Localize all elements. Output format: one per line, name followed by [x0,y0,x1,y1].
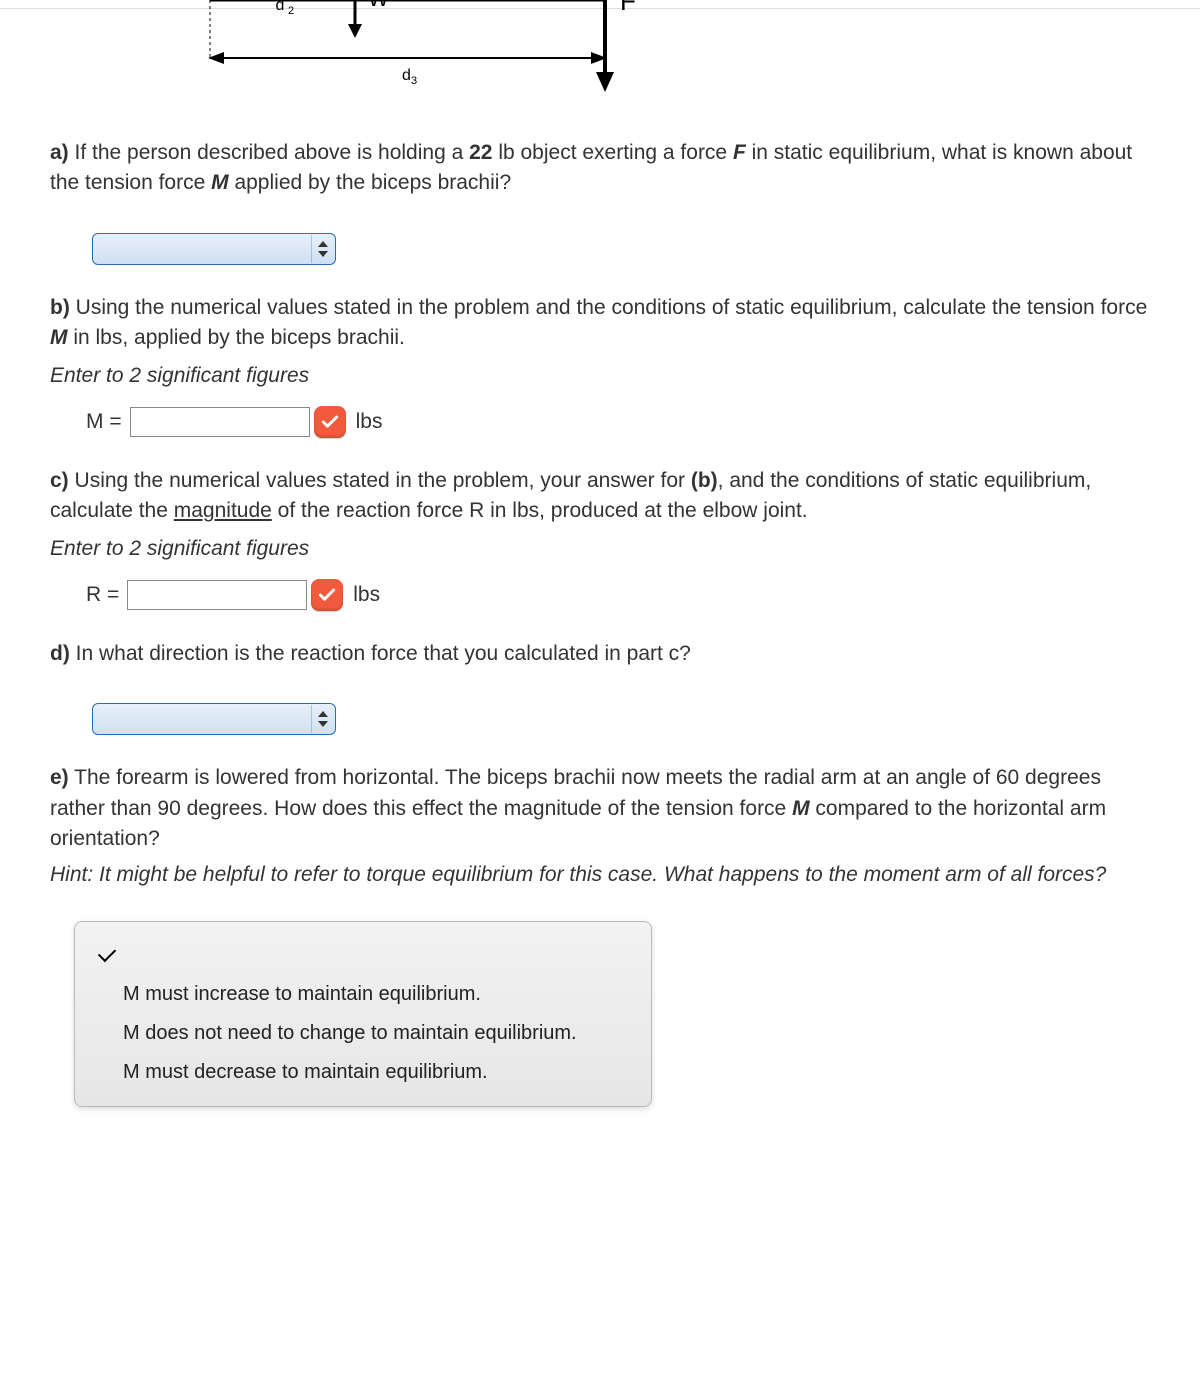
chevron-up-icon [318,711,328,717]
option-decrease[interactable]: M must decrease to maintain equilibrium. [95,1053,631,1092]
question-c-text: c) Using the numerical values stated in … [50,466,1150,527]
label-W: W [368,0,389,11]
var-label-M: M = [86,410,122,434]
option-menu-e[interactable]: M must increase to maintain equilibrium.… [74,921,652,1107]
check-button-M[interactable] [314,406,346,438]
label-F: F [620,0,636,16]
question-a: a) If the person described above is hold… [50,138,1150,265]
forearm-diagram: d 2 W F d 3 [150,0,1150,110]
dropdown-a-spinner[interactable] [311,235,333,263]
hint-e: Hint: It might be helpful to refer to to… [50,860,1150,890]
question-c: c) Using the numerical values stated in … [50,466,1150,611]
question-e-text: e) The forearm is lowered from horizonta… [50,763,1150,854]
check-button-R[interactable] [311,579,343,611]
dropdown-a[interactable] [92,233,336,265]
svg-text:2: 2 [288,5,294,17]
label-d: d) [50,642,70,665]
page-container: d 2 W F d 3 a) If the person described a… [0,0,1200,1175]
checkmark-icon [320,412,340,432]
dropdown-d[interactable] [92,703,336,735]
chevron-up-icon [318,241,328,247]
dropdown-d-spinner[interactable] [311,705,333,733]
diagram-svg: d 2 W F d 3 [150,0,670,110]
question-d-text: d) In what direction is the reaction for… [50,639,1150,669]
label-e: e) [50,766,69,789]
sigfig-b: Enter to 2 significant figures [50,364,1150,388]
question-d: d) In what direction is the reaction for… [50,639,1150,735]
input-row-M: M = lbs [86,406,1150,438]
question-a-text: a) If the person described above is hold… [50,138,1150,199]
input-row-R: R = lbs [86,579,1150,611]
label-d2: d [276,0,285,14]
question-b: b) Using the numerical values stated in … [50,293,1150,438]
label-b: b) [50,296,70,319]
checkmark-icon [317,585,337,605]
unit-R: lbs [353,583,380,607]
label-d3: d [402,67,411,84]
question-b-text: b) Using the numerical values stated in … [50,293,1150,354]
var-label-R: R = [86,583,119,607]
input-R[interactable] [127,580,307,610]
question-e: e) The forearm is lowered from horizonta… [50,763,1150,1107]
chevron-down-icon [318,251,328,257]
option-nochange[interactable]: M does not need to change to maintain eq… [95,1014,631,1053]
option-blank[interactable] [95,936,631,975]
svg-text:3: 3 [411,75,417,87]
input-M[interactable] [130,407,310,437]
label-c: c) [50,469,69,492]
option-increase[interactable]: M must increase to maintain equilibrium. [95,975,631,1014]
chevron-down-icon [318,721,328,727]
unit-M: lbs [356,410,383,434]
sigfig-c: Enter to 2 significant figures [50,537,1150,561]
label-a: a) [50,141,69,164]
